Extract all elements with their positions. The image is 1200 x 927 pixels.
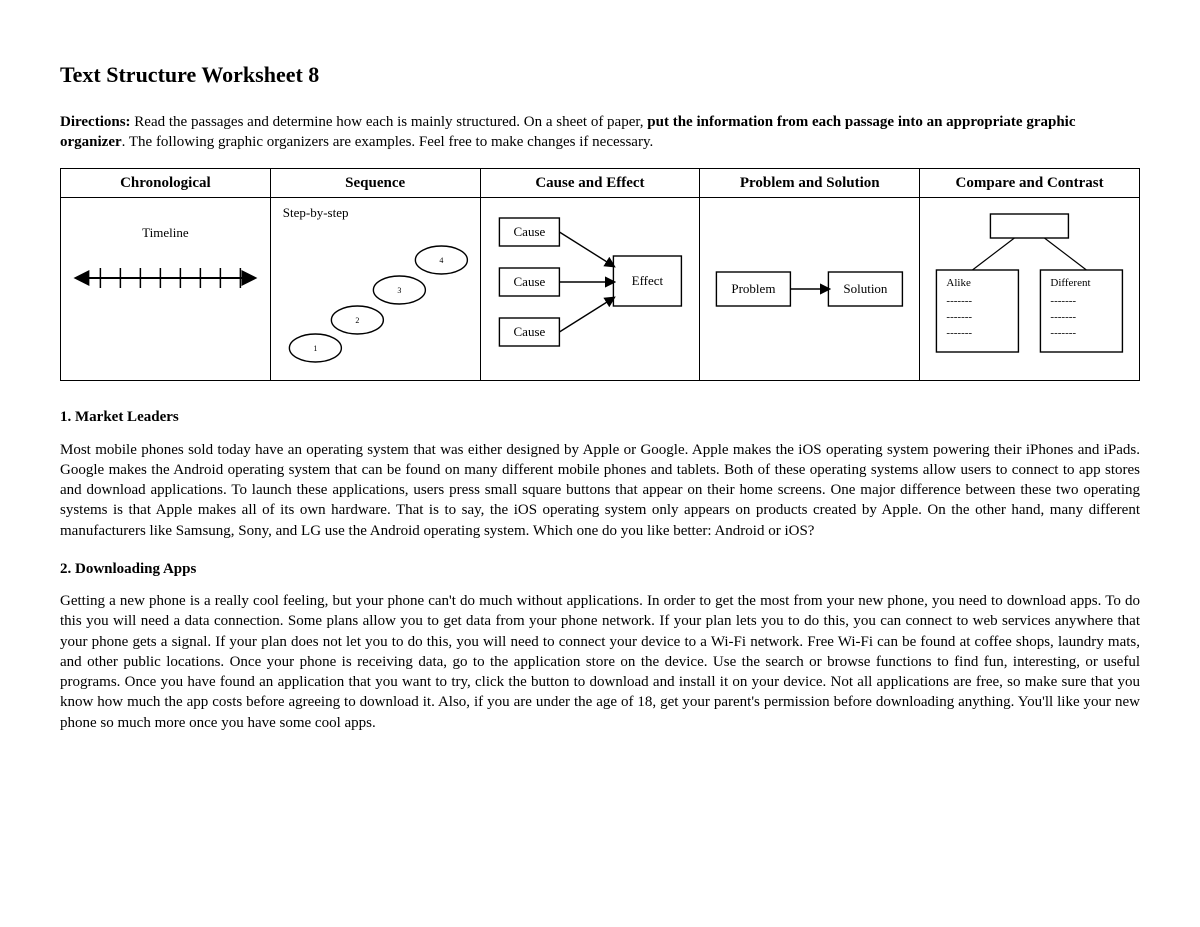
svg-text:4: 4 [439,256,443,265]
passage-1-body: Most mobile phones sold today have an op… [60,440,1140,541]
cell-cause-effect: Cause Cause Cause Effect [480,198,700,381]
svg-text:-------: ------- [1051,311,1077,323]
cause-effect-diagram: Cause Cause Cause Effect [485,204,696,374]
directions: Directions: Read the passages and determ… [60,112,1140,153]
sequence-diagram: 1 2 3 4 [275,228,476,368]
svg-text:-------: ------- [947,311,973,323]
compare-contrast-diagram: Alike ------- ------- ------- Different … [924,204,1135,374]
svg-text:Alike: Alike [947,277,972,289]
cell-problem-solution: Problem Solution [700,198,920,381]
sequence-caption: Step-by-step [275,204,476,222]
svg-text:1: 1 [313,344,317,353]
svg-text:Cause: Cause [513,224,545,239]
svg-text:Problem: Problem [732,281,776,296]
passage-2-body: Getting a new phone is a really cool fee… [60,591,1140,733]
directions-label: Directions: [60,114,131,130]
svg-text:2: 2 [355,316,359,325]
svg-text:3: 3 [397,286,401,295]
header-cause-effect: Cause and Effect [480,169,700,198]
svg-text:-------: ------- [947,327,973,339]
timeline-diagram [65,248,266,308]
passage-2-title: 2. Downloading Apps [60,559,1140,579]
header-sequence: Sequence [270,169,480,198]
svg-text:Different: Different [1051,277,1091,289]
svg-text:Cause: Cause [513,274,545,289]
problem-solution-diagram: Problem Solution [704,204,915,374]
timeline-caption: Timeline [65,224,266,242]
directions-part2: . The following graphic organizers are e… [122,134,654,150]
passage-2: 2. Downloading Apps Getting a new phone … [60,559,1140,733]
svg-text:Solution: Solution [844,281,889,296]
organizer-table: Chronological Sequence Cause and Effect … [60,168,1140,381]
svg-text:-------: ------- [947,295,973,307]
svg-text:-------: ------- [1051,295,1077,307]
directions-part1: Read the passages and determine how each… [131,114,648,130]
page-title: Text Structure Worksheet 8 [60,60,1140,90]
cell-sequence: Step-by-step 1 2 3 4 [270,198,480,381]
passage-1-title: 1. Market Leaders [60,407,1140,427]
svg-text:-------: ------- [1051,327,1077,339]
header-compare-contrast: Compare and Contrast [920,169,1140,198]
header-problem-solution: Problem and Solution [700,169,920,198]
passage-1: 1. Market Leaders Most mobile phones sol… [60,407,1140,541]
header-chronological: Chronological [61,169,271,198]
cell-compare-contrast: Alike ------- ------- ------- Different … [920,198,1140,381]
svg-text:Effect: Effect [631,273,663,288]
cell-chronological: Timeline [61,198,271,381]
svg-text:Cause: Cause [513,324,545,339]
